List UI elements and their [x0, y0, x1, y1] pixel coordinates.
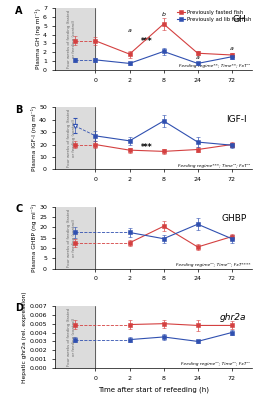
Text: Four weeks of feeding (fasted
or feeding (control): Four weeks of feeding (fasted or feeding… [67, 10, 76, 68]
Text: ***: *** [141, 37, 152, 46]
Text: Feeding regime**; Time**; FxTⁿˢ: Feeding regime**; Time**; FxTⁿˢ [179, 64, 250, 68]
Text: B: B [15, 105, 22, 115]
Text: C: C [15, 204, 22, 214]
X-axis label: Time after start of refeeding (h): Time after start of refeeding (h) [98, 386, 209, 393]
Bar [55, 107, 95, 169]
Text: ghr2a: ghr2a [220, 313, 246, 322]
Text: IGF-I: IGF-I [226, 115, 246, 124]
Text: Feeding regimeⁿˢ; Timeⁿˢ; FxTⁿˢ: Feeding regimeⁿˢ; Timeⁿˢ; FxTⁿˢ [181, 362, 250, 366]
Text: D: D [15, 304, 23, 314]
Text: GHBP: GHBP [221, 214, 246, 223]
Y-axis label: Plasma GH (ng ml⁻¹): Plasma GH (ng ml⁻¹) [35, 8, 41, 70]
Bar [55, 306, 95, 368]
Y-axis label: Hepatic ghr2a (rel. expression): Hepatic ghr2a (rel. expression) [22, 291, 27, 383]
Text: a: a [128, 28, 132, 33]
Text: ***: *** [141, 142, 152, 152]
Text: Four weeks of feeding (fasted
or feeding (control): Four weeks of feeding (fasted or feeding… [67, 208, 76, 267]
Text: Four weeks of feeding (fasted
or feeding (control): Four weeks of feeding (fasted or feeding… [67, 109, 76, 168]
Text: a: a [196, 55, 200, 60]
Bar [55, 8, 95, 70]
Text: GH: GH [232, 16, 246, 24]
Y-axis label: Plasma GHBP (ng ml⁻¹): Plasma GHBP (ng ml⁻¹) [31, 204, 37, 272]
Legend: Previously fasted fish, Previously ad lib fed fish: Previously fasted fish, Previously ad li… [177, 10, 251, 22]
Text: Feeding regimeⁿˢ; Timeⁿˢ; FxT****: Feeding regimeⁿˢ; Timeⁿˢ; FxT**** [176, 263, 250, 267]
Text: a: a [230, 46, 234, 50]
Text: A: A [15, 6, 23, 16]
Bar [55, 207, 95, 269]
Text: Feeding regime***; Timeⁿˢ; FxTⁿˢ: Feeding regime***; Timeⁿˢ; FxTⁿˢ [178, 164, 250, 168]
Y-axis label: Plasma IGF-I (ng ml⁻¹): Plasma IGF-I (ng ml⁻¹) [31, 106, 37, 171]
Text: b: b [162, 12, 166, 17]
Text: Four weeks of feeding (fasted
or feeding (control): Four weeks of feeding (fasted or feeding… [67, 308, 76, 366]
